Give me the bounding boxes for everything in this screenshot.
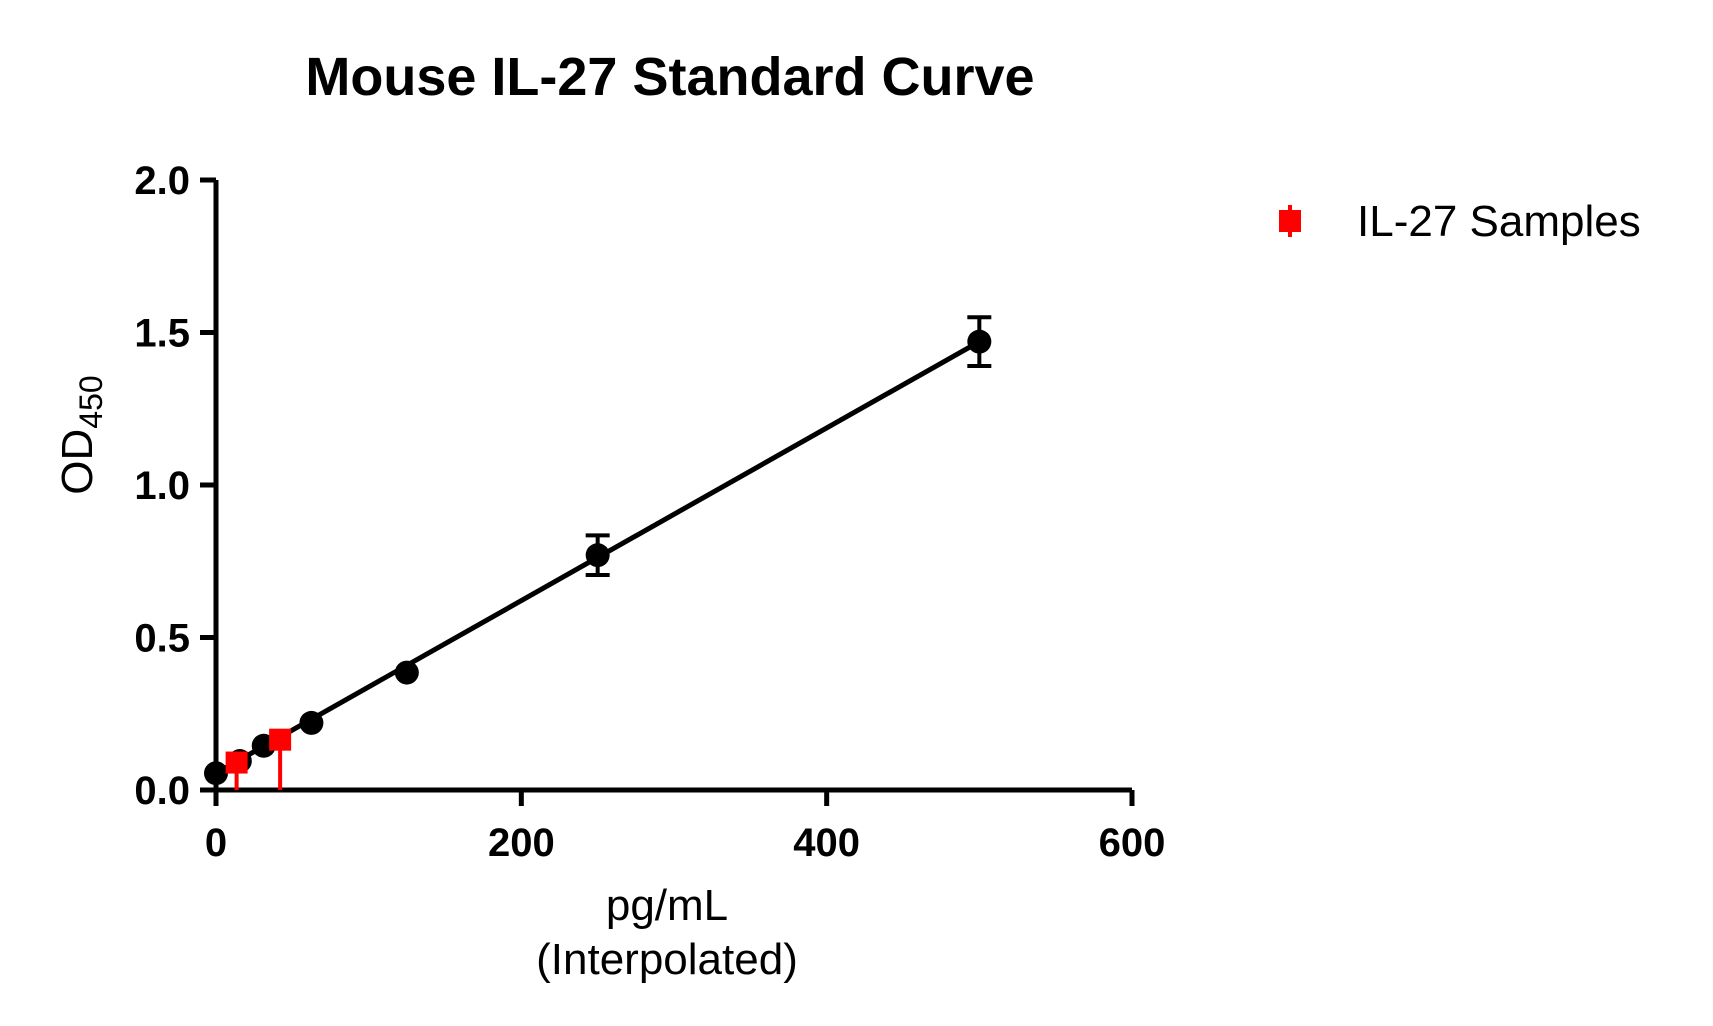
x-tick-label: 600	[1099, 821, 1166, 865]
standard-point	[204, 761, 228, 786]
y-tick-label: 1.0	[134, 464, 190, 508]
sample-point	[269, 728, 292, 751]
y-axis-label: OD450	[53, 375, 109, 494]
plot-area	[204, 315, 992, 790]
y-tick-label: 0.0	[134, 769, 190, 813]
sample-point	[225, 751, 248, 774]
y-tick-label: 0.5	[134, 617, 190, 661]
y-axis-label-main: OD	[53, 429, 102, 495]
x-axis-label-line-2: (Interpolated)	[536, 935, 798, 984]
legend-marker	[1279, 210, 1301, 232]
legend-label-il27-samples: IL-27 Samples	[1357, 197, 1641, 246]
x-tick-label: 200	[488, 821, 555, 865]
svg-text:OD450: OD450	[53, 375, 109, 494]
chart-title: Mouse IL-27 Standard Curve	[305, 47, 1034, 107]
y-axis-label-subscript: 450	[73, 375, 109, 428]
standard-point	[585, 543, 610, 568]
legend: IL-27 Samples	[1279, 197, 1641, 246]
y-tick-label: 1.5	[134, 312, 190, 356]
axes: 0.0 0.5 1.0 1.5 2.0 0 200 400 600	[134, 159, 1165, 865]
x-tick-label: 0	[205, 821, 227, 865]
standard-point	[299, 710, 324, 735]
y-tick-label: 2.0	[134, 159, 190, 203]
standard-point	[394, 660, 419, 685]
x-tick-label: 400	[793, 821, 860, 865]
standard-point	[967, 329, 992, 354]
x-axis-label-line-1: pg/mL	[606, 881, 728, 930]
